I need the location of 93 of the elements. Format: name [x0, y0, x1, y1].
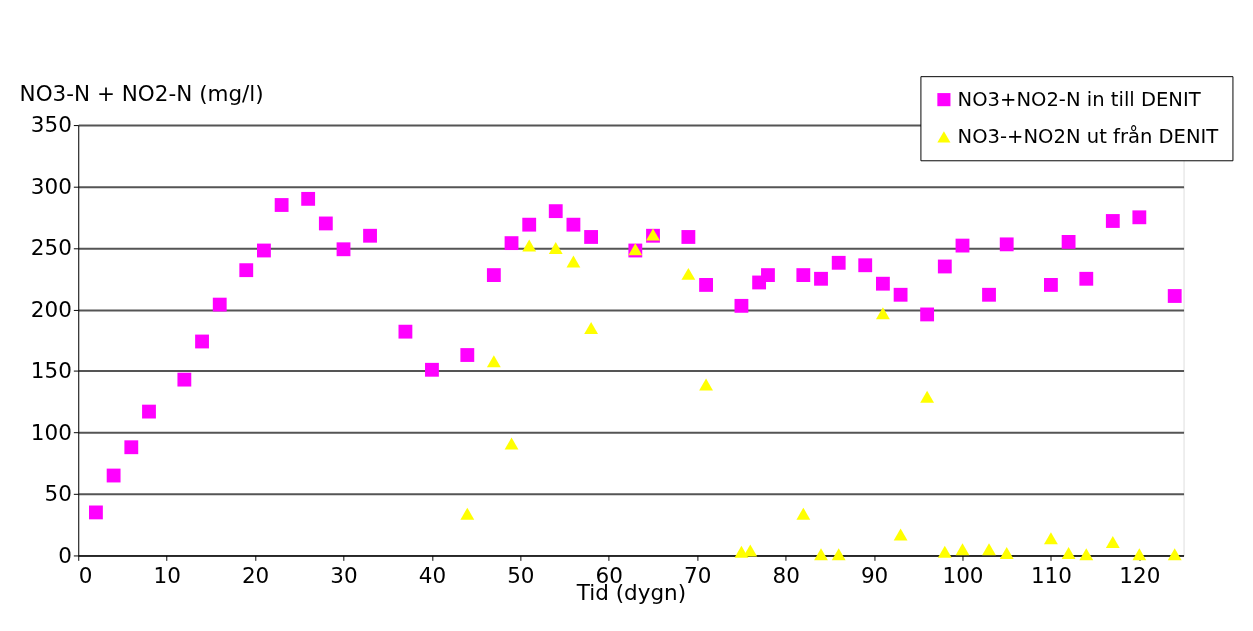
- point: [318, 216, 333, 231]
- legend-label: NO3+NO2-N in till DENIT: [957, 87, 1201, 111]
- point: [982, 543, 996, 556]
- point: [1167, 289, 1182, 303]
- point: [1105, 535, 1120, 548]
- point: [893, 287, 908, 302]
- legend-label: NO3-+NO2N ut från DENIT: [957, 124, 1219, 148]
- point: [1105, 214, 1120, 228]
- point: [584, 230, 599, 244]
- point: [522, 239, 537, 252]
- point: [1132, 210, 1147, 225]
- point: [699, 278, 713, 292]
- x-tick-label: 50: [507, 563, 535, 589]
- point: [301, 191, 316, 206]
- point: [106, 468, 121, 483]
- point: [89, 505, 103, 520]
- point: [425, 362, 439, 377]
- point: [1079, 271, 1094, 286]
- point: [955, 238, 970, 253]
- x-tick-label: 70: [684, 563, 712, 589]
- point: [1132, 548, 1147, 561]
- point: [761, 268, 775, 283]
- point: [875, 276, 890, 291]
- y-tick-label: 300: [30, 173, 72, 199]
- point: [937, 259, 952, 274]
- point: [920, 390, 935, 403]
- point: [522, 217, 537, 232]
- point: [336, 242, 351, 257]
- point: [504, 236, 519, 251]
- point: [239, 263, 254, 278]
- point: [814, 548, 828, 561]
- point: [982, 287, 996, 302]
- x-tick-label: 40: [418, 563, 447, 589]
- x-tick-label: 90: [860, 563, 889, 589]
- point: [831, 548, 846, 561]
- point: [486, 355, 501, 368]
- y-tick-label: 150: [30, 358, 72, 384]
- point: [504, 437, 519, 450]
- y-tick-label: 200: [30, 296, 72, 322]
- point: [999, 237, 1014, 252]
- point: [195, 334, 209, 349]
- point: [875, 307, 890, 320]
- point: [831, 255, 846, 270]
- y-tick-label: 250: [30, 235, 72, 261]
- point: [142, 404, 156, 419]
- point: [1061, 547, 1076, 559]
- x-tick-label: 30: [330, 563, 358, 589]
- point: [796, 507, 811, 520]
- point: [274, 198, 289, 212]
- point: [548, 204, 563, 219]
- point: [460, 348, 475, 362]
- point: [1061, 234, 1076, 249]
- y-axis-title: NO3-N + NO2-N (mg/l): [19, 80, 264, 106]
- point: [177, 372, 192, 387]
- x-tick-label: 0: [78, 563, 93, 589]
- point: [955, 543, 970, 556]
- x-tick-label: 10: [153, 563, 181, 589]
- point: [1044, 278, 1058, 292]
- point: [893, 528, 908, 541]
- point: [460, 507, 475, 520]
- point: [566, 255, 581, 268]
- point: [1044, 532, 1058, 545]
- point: [363, 228, 377, 243]
- x-tick-label: 20: [241, 563, 270, 589]
- point: [257, 243, 271, 258]
- point: [814, 271, 828, 286]
- point: [858, 258, 873, 273]
- x-tick-label: 80: [772, 563, 800, 589]
- point: [920, 307, 935, 322]
- point: [999, 547, 1014, 559]
- y-tick-label: 100: [30, 419, 72, 445]
- point: [681, 230, 696, 244]
- y-tick-label: 0: [58, 542, 72, 568]
- x-tick-label: 100: [942, 563, 984, 589]
- point: [398, 324, 413, 339]
- point: [1079, 548, 1094, 561]
- point: [796, 268, 811, 283]
- point: [566, 217, 581, 232]
- y-tick-label: 350: [30, 112, 72, 138]
- x-tick-label: 110: [1030, 563, 1072, 589]
- point: [1167, 548, 1182, 561]
- point: [743, 544, 758, 557]
- y-tick-label: 50: [44, 481, 72, 507]
- point: [681, 267, 696, 280]
- point: [548, 242, 563, 255]
- point: [937, 545, 952, 558]
- point: [734, 298, 749, 313]
- x-tick-label: 120: [1119, 563, 1161, 589]
- point: [124, 440, 139, 455]
- point: [212, 297, 227, 312]
- point: [699, 378, 713, 391]
- point: [486, 268, 501, 283]
- point: [584, 321, 599, 334]
